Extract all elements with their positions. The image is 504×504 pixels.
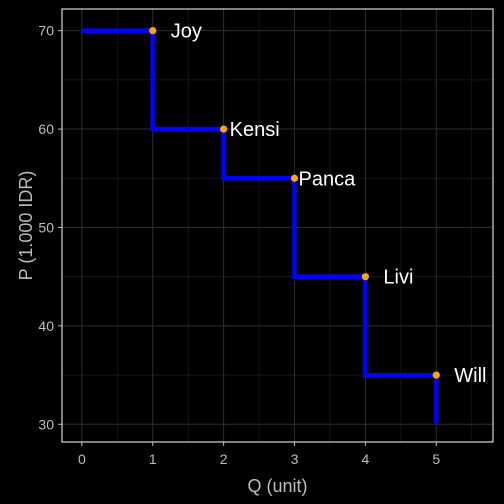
data-label-panca: Panca — [299, 168, 357, 190]
x-tick-label: 5 — [432, 451, 440, 467]
data-label-livi: Livi — [383, 267, 413, 289]
y-tick-label: 60 — [38, 121, 54, 137]
points-layer — [149, 27, 440, 379]
x-tick-label: 3 — [291, 451, 299, 467]
y-axis: 30 40 50 60 70 — [38, 23, 62, 432]
panel-border — [61, 8, 494, 443]
data-point-panca — [290, 174, 299, 182]
y-axis-title: P (1.000 IDR) — [16, 171, 36, 281]
y-tick-label: 40 — [38, 318, 54, 334]
x-tick-label: 4 — [362, 451, 370, 467]
y-tick-label: 50 — [38, 219, 54, 235]
data-point-will — [432, 371, 440, 379]
y-tick-label: 70 — [38, 23, 54, 39]
x-axis: 0 1 2 3 4 5 — [78, 442, 440, 467]
point-labels-layer: Joy Kensi Panca Livi Will — [171, 21, 487, 387]
x-tick-label: 2 — [220, 451, 228, 467]
data-label-joy: Joy — [171, 21, 202, 43]
x-tick-label: 1 — [149, 451, 157, 467]
x-axis-title: Q (unit) — [247, 476, 307, 496]
data-label-kensi: Kensi — [230, 119, 280, 141]
y-tick-label: 30 — [38, 416, 54, 432]
data-label-will: Will — [454, 365, 486, 387]
data-point-livi — [361, 273, 370, 281]
data-point-kensi — [220, 125, 228, 133]
x-tick-label: 0 — [78, 451, 86, 467]
data-point-joy — [149, 27, 157, 35]
